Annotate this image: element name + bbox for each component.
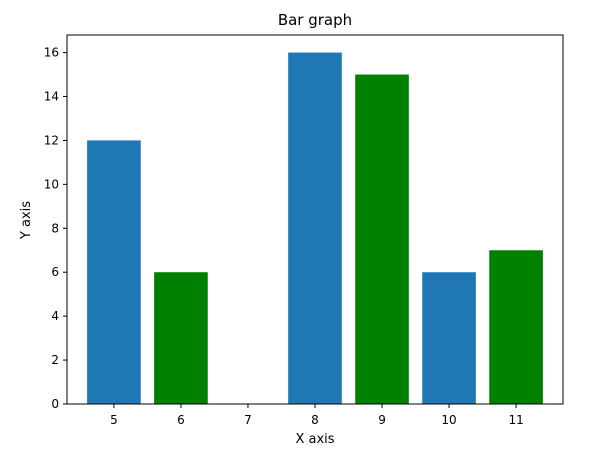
y-axis-label: Y axis (19, 201, 34, 240)
y-tick-label: 10 (44, 177, 59, 191)
x-tick-label: 7 (244, 413, 252, 427)
axes-layer: 5 6 7 8 9 10 11 0 2 4 6 8 10 12 14 16 (44, 46, 524, 427)
x-axis-label: X axis (295, 432, 334, 447)
y-tick-label: 12 (44, 133, 59, 147)
y-tick-label: 4 (51, 309, 59, 323)
x-tick-label: 5 (110, 413, 118, 427)
bar-x-8 (288, 52, 342, 404)
x-tick-label: 9 (378, 413, 386, 427)
bars-layer (87, 52, 543, 405)
bar-x-6 (154, 272, 208, 404)
y-tick-label: 16 (44, 46, 59, 60)
bar-x-11 (489, 250, 543, 404)
y-tick-label: 8 (51, 221, 59, 235)
bar-x-5 (87, 140, 141, 404)
x-tick-label: 11 (508, 413, 523, 427)
x-tick-label: 6 (177, 413, 185, 427)
y-tick-label: 0 (51, 397, 59, 411)
y-tick-label: 14 (44, 90, 59, 104)
y-tick-label: 2 (51, 353, 59, 367)
x-tick-label: 10 (441, 413, 456, 427)
y-tick-label: 6 (51, 265, 59, 279)
bar-x-9 (355, 74, 409, 405)
plot-frame (66, 34, 564, 405)
x-tick-label: 8 (311, 413, 319, 427)
bar-x-10 (422, 272, 476, 404)
chart-title: Bar graph (278, 11, 352, 29)
